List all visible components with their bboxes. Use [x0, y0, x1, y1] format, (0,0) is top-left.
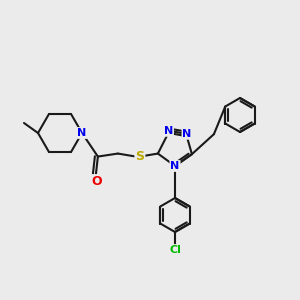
Text: O: O — [92, 175, 102, 188]
Text: S: S — [135, 150, 144, 163]
Text: N: N — [164, 126, 173, 136]
Text: Cl: Cl — [169, 245, 181, 255]
Text: N: N — [77, 128, 87, 138]
Text: N: N — [170, 161, 180, 171]
Text: N: N — [182, 129, 192, 139]
